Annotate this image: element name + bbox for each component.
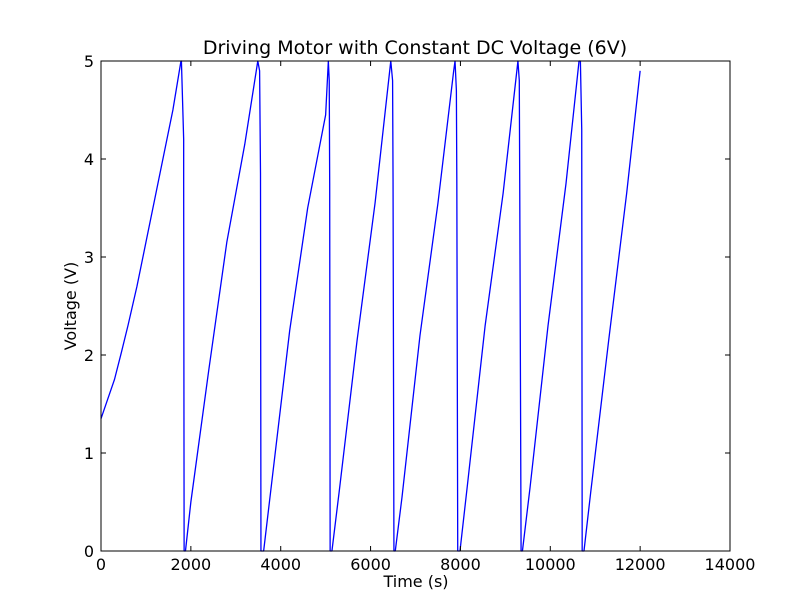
x-tick-label: 14000	[705, 555, 756, 574]
x-tick-label: 6000	[350, 555, 391, 574]
x-tick-label: 4000	[260, 555, 301, 574]
series-line-0	[100, 60, 641, 552]
tick-labels: 0 2000 4000 6000 8000 10000 12000 14000 0 1 2 3 4 5	[84, 52, 756, 574]
y-tick-label: 3	[84, 248, 94, 267]
series-layer	[100, 60, 641, 552]
y-tick-label: 4	[84, 150, 94, 169]
x-tick-label: 0	[96, 555, 106, 574]
x-tick-label: 2000	[170, 555, 211, 574]
x-tick-label: 10000	[525, 555, 576, 574]
y-tick-label: 2	[84, 346, 94, 365]
chart-title: Driving Motor with Constant DC Voltage (…	[203, 37, 627, 59]
plot-area	[100, 60, 731, 552]
plot-background	[101, 61, 730, 551]
y-tick-label: 5	[84, 52, 94, 71]
y-tick-label: 0	[84, 542, 94, 561]
plot-frame	[100, 60, 731, 552]
y-axis-title: Voltage (V)	[61, 262, 80, 351]
y-tick-label: 1	[84, 444, 94, 463]
x-tick-label: 12000	[615, 555, 666, 574]
x-tick-label: 8000	[440, 555, 481, 574]
x-axis-title: Time (s)	[382, 572, 448, 591]
